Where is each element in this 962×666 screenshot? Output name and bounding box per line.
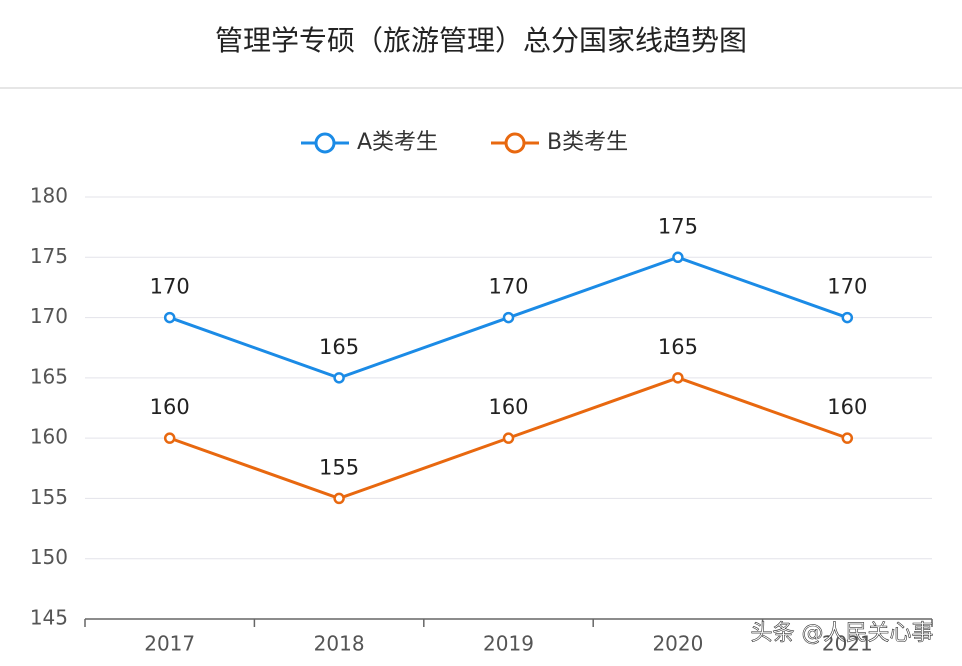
legend: A类考生 B类考生 [301,130,628,155]
y-tick-label: 170 [30,304,68,328]
x-tick-label: 2018 [314,632,365,656]
point [672,372,684,384]
data-label: 170 [488,275,528,299]
point [841,432,854,444]
legend-label: B类考生 [547,130,628,155]
data-label: 165 [658,335,698,359]
y-tick-label: 160 [30,425,68,449]
legend-label: A类考生 [357,130,438,155]
data-label: 155 [319,455,359,479]
y-tick-label: 175 [30,244,68,268]
y-tick-label: 165 [30,364,68,388]
y-tick-label: 155 [30,485,68,509]
point [841,311,854,324]
data-label: 165 [319,335,359,359]
chart-title: 管理学专硕（旅游管理）总分国家线趋势图 [215,24,747,57]
x-tick-label: 2019 [483,632,534,656]
data-label: 175 [658,214,698,238]
x-tick-label: 2020 [652,632,703,656]
data-label: 160 [488,395,528,419]
legend-marker [314,132,336,154]
data-label: 160 [827,395,867,419]
point [672,251,684,264]
point [163,432,176,444]
y-tick-label: 145 [30,606,68,630]
x-tick-label: 2021 [822,632,873,656]
data-label: 170 [827,275,867,299]
watermark: 头条 @人民关心事 [751,621,934,646]
y-tick-label: 180 [30,184,68,208]
y-tick-label: 150 [30,545,68,569]
point [163,311,176,324]
x-tick-label: 2017 [144,632,195,656]
point [502,432,515,444]
data-label: 160 [150,395,190,419]
point [333,492,345,505]
point [333,372,345,384]
data-label: 170 [150,275,190,299]
legend-marker [504,132,526,154]
point [502,311,515,324]
